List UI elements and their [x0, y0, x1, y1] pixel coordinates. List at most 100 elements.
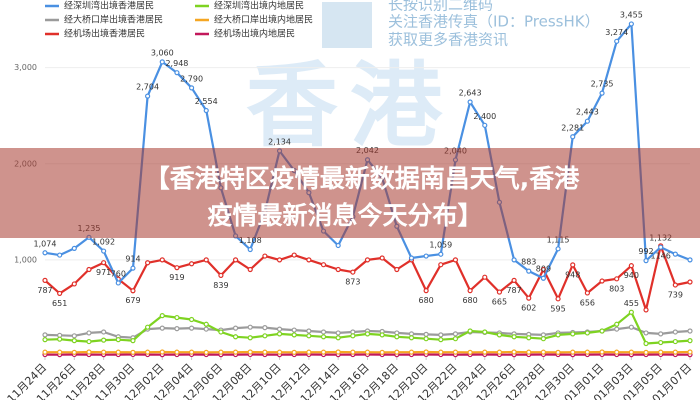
- data-point: [394, 266, 400, 273]
- data-point: [262, 333, 268, 339]
- data-point: [218, 272, 224, 278]
- data-point: [394, 349, 400, 355]
- data-point: [203, 349, 209, 355]
- data-point: [320, 349, 327, 355]
- legend-label: 经机场出境香港居民: [64, 28, 145, 40]
- data-point: [614, 326, 620, 332]
- data-point: [643, 330, 649, 336]
- data-label: 680: [418, 296, 433, 305]
- data-point: [364, 257, 371, 263]
- watermark: 长按识别二维码 关注香港传真（ID：PressHK） 获取更多香港资讯 香港: [246, 0, 600, 159]
- data-point: [42, 337, 48, 343]
- data-point: [291, 349, 297, 355]
- data-point: [42, 277, 48, 283]
- data-label: 803: [609, 284, 624, 293]
- data-point: [320, 262, 327, 268]
- qr-code: [322, 2, 372, 48]
- y-tick-label: 1,000: [14, 255, 37, 264]
- data-point: [438, 332, 444, 338]
- data-point: [232, 325, 239, 331]
- data-point: [57, 349, 63, 355]
- qr-text: 长按识别二维码: [388, 0, 493, 14]
- data-point: [672, 251, 678, 257]
- data-point: [599, 90, 605, 96]
- data-point: [379, 349, 385, 355]
- data-label: 679: [125, 296, 140, 305]
- data-label: 651: [52, 299, 67, 308]
- data-point: [379, 332, 385, 338]
- data-point: [540, 336, 547, 342]
- data-point: [71, 281, 77, 287]
- data-point: [687, 328, 693, 334]
- data-point: [496, 349, 503, 355]
- data-point: [482, 349, 488, 355]
- data-label: 2,443: [576, 108, 599, 117]
- data-point: [174, 349, 180, 355]
- data-point: [628, 21, 634, 27]
- data-point: [540, 266, 547, 273]
- data-point: [101, 349, 107, 355]
- data-point: [57, 290, 63, 297]
- data-point: [335, 349, 341, 355]
- data-point: [203, 321, 209, 327]
- data-point: [86, 266, 92, 273]
- data-point: [452, 349, 459, 355]
- data-label: 948: [565, 270, 580, 279]
- legend-label: 经机场出境内地居民: [214, 28, 295, 40]
- data-point: [614, 38, 620, 44]
- data-point: [276, 326, 283, 332]
- data-point: [203, 257, 209, 263]
- data-point: [570, 134, 576, 140]
- data-point: [526, 349, 532, 355]
- data-label: 739: [668, 290, 683, 299]
- data-label: 919: [169, 273, 184, 282]
- data-point: [467, 99, 473, 105]
- data-point: [159, 349, 165, 355]
- data-point: [335, 266, 341, 273]
- data-label: 2,134: [268, 137, 291, 146]
- data-point: [408, 255, 415, 261]
- data-label: 1,059: [429, 241, 452, 250]
- data-point: [526, 268, 532, 274]
- data-label: 595: [550, 304, 565, 313]
- data-point: [218, 349, 224, 355]
- data-point: [482, 329, 488, 335]
- banner-title: 【香港特区疫情最新数据南昌天气,香港: [145, 164, 580, 193]
- data-point: [628, 349, 634, 355]
- data-label: 2,735: [591, 80, 614, 89]
- data-point: [232, 257, 239, 263]
- data-point: [526, 295, 532, 301]
- data-point: [115, 280, 121, 286]
- data-point: [42, 332, 48, 338]
- data-point: [101, 329, 107, 335]
- data-label: 680: [462, 296, 477, 305]
- qr-text: 关注香港传真（ID：PressHK）: [388, 13, 600, 31]
- data-point: [71, 245, 77, 251]
- data-point: [320, 334, 327, 340]
- data-point: [438, 251, 444, 257]
- data-point: [350, 333, 356, 339]
- data-label: 665: [492, 298, 507, 307]
- data-point: [57, 336, 63, 342]
- legend-label: 经深圳湾出境香港居民: [64, 0, 154, 12]
- data-point: [482, 274, 488, 280]
- data-point: [71, 333, 77, 339]
- data-point: [570, 349, 576, 355]
- data-point: [672, 282, 678, 288]
- data-point: [115, 349, 121, 355]
- data-point: [452, 331, 459, 337]
- data-label: 787: [506, 286, 521, 295]
- data-point: [555, 296, 561, 302]
- data-label: 1,108: [239, 236, 262, 245]
- data-point: [614, 321, 620, 327]
- data-point: [423, 336, 429, 342]
- data-point: [188, 85, 195, 91]
- data-point: [584, 349, 590, 355]
- data-point: [394, 334, 400, 340]
- data-point: [86, 349, 92, 355]
- data-point: [438, 262, 444, 268]
- data-point: [584, 118, 590, 124]
- data-label: 656: [580, 298, 595, 307]
- data-label: 1,132: [649, 234, 672, 243]
